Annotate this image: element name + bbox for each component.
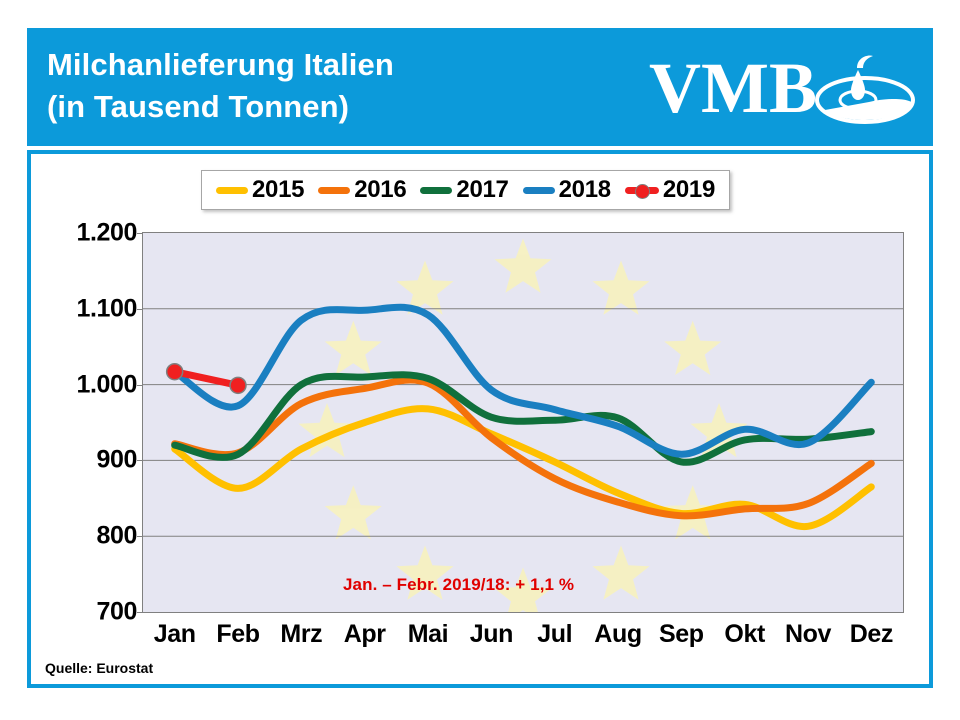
x-tick-label-apr: Apr [343, 620, 386, 648]
comparison-annotation: Jan. – Febr. 2019/18: + 1,1 % [343, 575, 575, 594]
y-tick-mark [137, 460, 146, 462]
plot-area: VMB Verband der Milcherzeuger Bayern e.V… [142, 232, 904, 613]
y-tick-mark [137, 536, 146, 538]
x-tick-label-sep: Sep [659, 620, 704, 648]
x-tick-label-mrz: Mrz [280, 620, 323, 648]
y-tick-label: 900 [96, 445, 137, 474]
y-tick-mark [137, 308, 146, 310]
legend-label-2019: 2019 [662, 176, 716, 203]
legend-label-2017: 2017 [456, 176, 509, 203]
y-tick-mark [137, 612, 146, 613]
plot-svg [143, 238, 903, 612]
y-tick-label: 1.100 [76, 294, 137, 323]
legend-label-2016: 2016 [354, 176, 407, 203]
series-lines [165, 303, 875, 530]
y-tick-mark [137, 384, 146, 386]
source-label: Quelle: Eurostat [45, 660, 154, 676]
data-point-2019 [229, 376, 247, 395]
vmb-logo-text: VMB [649, 48, 817, 128]
legend-label-2018: 2018 [558, 176, 612, 203]
legend-item-2017[interactable]: 2017 [420, 176, 509, 204]
page-title: Milchanlieferung Italien (in Tausend Ton… [47, 47, 394, 125]
vmb-logo: VMB [649, 46, 917, 132]
y-tick-label: 700 [96, 597, 137, 626]
legend-swatch-2017 [420, 186, 453, 194]
x-tick-label-jun: Jun [469, 620, 514, 648]
header-bar: Milchanlieferung Italien (in Tausend Ton… [27, 28, 933, 146]
x-tick-label-jan: Jan [153, 620, 196, 648]
x-tick-label-mai: Mai [407, 620, 449, 648]
legend-swatch-2018 [522, 186, 555, 194]
series-line-2017 [171, 371, 875, 466]
vmb-logo-svg: VMB [649, 48, 915, 128]
series-line-2019 [171, 368, 242, 389]
legend-swatch-2019 [624, 183, 659, 199]
series-line-2016 [171, 376, 875, 520]
x-tick-label-dez: Dez [849, 620, 894, 648]
legend-swatch-2016 [318, 186, 351, 194]
y-tick-mark [137, 233, 146, 234]
legend-label-2015: 2015 [252, 176, 305, 203]
legend-item-2018[interactable]: 2018 [522, 176, 612, 204]
y-tick-label: 1.000 [76, 370, 137, 399]
x-tick-label-okt: Okt [724, 620, 765, 648]
chart-legend: 2015 2016 2017 2018 2019 [201, 170, 731, 210]
data-point-2019 [165, 362, 184, 381]
x-axis: Jan Feb Mrz Apr Mai Jun Jul Aug Sep Okt Nov Dez [142, 620, 904, 654]
y-tick-label: 1.200 [76, 218, 137, 247]
legend-item-2019[interactable]: 2019 [624, 176, 716, 204]
legend-item-2015[interactable]: 2015 [216, 176, 305, 204]
x-tick-label-aug: Aug [594, 620, 642, 648]
series-line-2018 [171, 303, 875, 458]
legend-item-2016[interactable]: 2016 [318, 176, 407, 204]
chart-panel: 2015 2016 2017 2018 2019 1.200 1.100 1.000… [27, 150, 933, 688]
x-tick-label-feb: Feb [216, 620, 260, 648]
x-tick-label-jul: Jul [537, 620, 573, 648]
y-tick-label: 800 [96, 521, 137, 550]
y-axis: 1.200 1.100 1.000 900 800 700 [45, 219, 146, 626]
x-tick-label-nov: Nov [784, 620, 832, 648]
legend-swatch-2015 [216, 186, 248, 194]
milk-drop-splash-icon [815, 55, 915, 124]
